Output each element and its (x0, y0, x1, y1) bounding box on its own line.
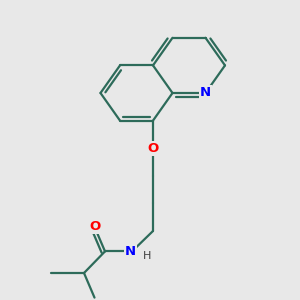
Text: N: N (200, 86, 211, 100)
Text: H: H (143, 251, 151, 261)
Text: O: O (89, 220, 100, 233)
Text: N: N (125, 245, 136, 258)
Text: O: O (147, 142, 159, 155)
